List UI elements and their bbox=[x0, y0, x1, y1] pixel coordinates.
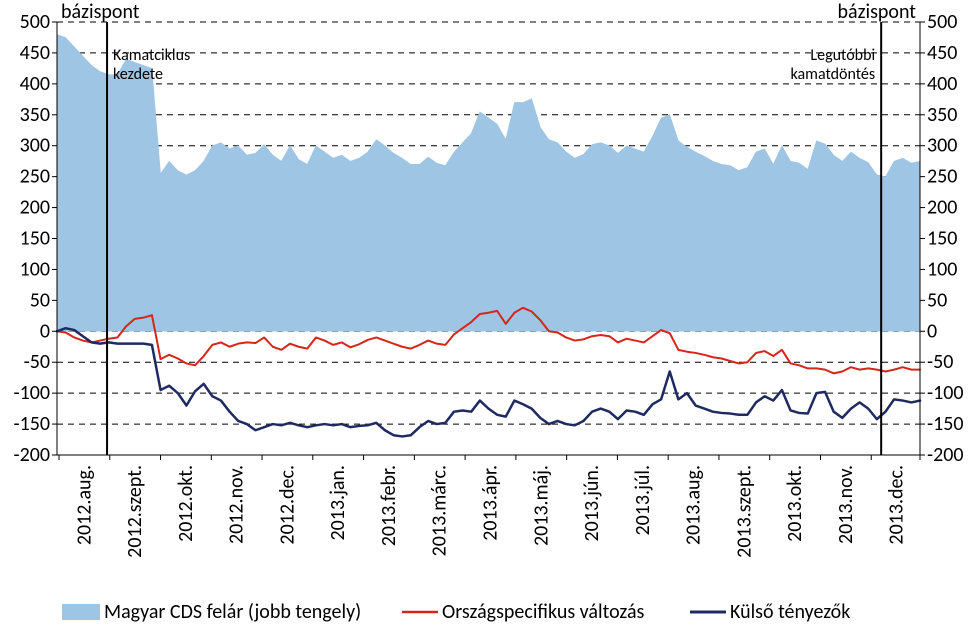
y-right-tick: 350 bbox=[927, 103, 957, 127]
y-right-tick: 250 bbox=[927, 165, 957, 189]
y-right-tick: 450 bbox=[927, 41, 957, 65]
y-left-tick: -100 bbox=[13, 381, 50, 405]
y-left-tick: 250 bbox=[20, 165, 50, 189]
y-left-tick: 200 bbox=[20, 196, 50, 220]
y-left-axis-label: bázispont bbox=[61, 0, 140, 24]
x-tick-label: 2013.márc. bbox=[428, 465, 452, 556]
y-left-tick: 0 bbox=[40, 319, 50, 343]
annotation-label-start: kezdete bbox=[113, 65, 163, 84]
y-right-tick: 100 bbox=[927, 257, 957, 281]
y-left-tick: 300 bbox=[20, 134, 50, 158]
y-left-tick: -200 bbox=[13, 443, 50, 467]
legend-label-external: Külső tényezők bbox=[730, 600, 850, 624]
x-tick-label: 2013.júl. bbox=[631, 465, 655, 536]
x-tick-label: 2013.nov. bbox=[834, 465, 858, 544]
y-right-tick: 500 bbox=[927, 10, 957, 34]
y-left-tick: 350 bbox=[20, 103, 50, 127]
y-right-tick: -50 bbox=[927, 350, 953, 374]
y-right-tick: 50 bbox=[927, 288, 947, 312]
x-tick-label: 2013.aug. bbox=[682, 465, 706, 545]
annotation-label-start: Kamatciklus bbox=[113, 46, 190, 65]
x-tick-label: 2013.okt. bbox=[783, 465, 807, 542]
annotation-label-last: kamatdöntés bbox=[791, 65, 876, 84]
y-left-tick: -150 bbox=[13, 412, 50, 436]
y-left-tick: 150 bbox=[20, 227, 50, 251]
y-left-tick: 450 bbox=[20, 41, 50, 65]
x-tick-label: 2012.szept. bbox=[123, 465, 147, 558]
annotation-label-last: Legutóbbi bbox=[810, 46, 875, 65]
y-left-tick: 500 bbox=[20, 10, 50, 34]
chart-svg: Kamatcikluskezdete Legutóbbikamatdöntés -2… bbox=[0, 0, 977, 638]
y-right-tick: 300 bbox=[927, 134, 957, 158]
x-tick-label: 2012.aug. bbox=[72, 465, 96, 545]
legend-swatch-cds bbox=[62, 604, 100, 620]
x-tick-label: 2013.szept. bbox=[732, 465, 756, 558]
y-left-tick: 50 bbox=[30, 288, 50, 312]
x-tick-label: 2013.febr. bbox=[377, 465, 401, 546]
x-tick-label: 2012.okt. bbox=[174, 465, 198, 542]
y-right-tick: -150 bbox=[927, 412, 964, 436]
x-tick-label: 2013.jan. bbox=[326, 465, 350, 541]
y-right-tick: -200 bbox=[927, 443, 964, 467]
y-right-axis-label: bázispont bbox=[838, 0, 917, 24]
x-tick-label: 2013.máj. bbox=[529, 465, 553, 546]
y-right-tick: -100 bbox=[927, 381, 964, 405]
x-tick-label: 2013.jún. bbox=[580, 465, 604, 541]
chart-container: Kamatcikluskezdete Legutóbbikamatdöntés -2… bbox=[0, 0, 977, 638]
y-right-tick: 400 bbox=[927, 72, 957, 96]
y-left-tick: -50 bbox=[24, 350, 50, 374]
y-right-tick: 0 bbox=[927, 319, 937, 343]
x-tick-label: 2013.ápr. bbox=[479, 465, 503, 541]
y-right-tick: 150 bbox=[927, 227, 957, 251]
legend-label-cds: Magyar CDS felár (jobb tengely) bbox=[104, 600, 361, 624]
x-tick-label: 2012.nov. bbox=[225, 465, 249, 544]
y-right-tick: 200 bbox=[927, 196, 957, 220]
x-tick-label: 2013.dec. bbox=[885, 465, 909, 545]
series-external-line bbox=[57, 328, 920, 436]
y-left-tick: 400 bbox=[20, 72, 50, 96]
legend-label-country: Országspecifikus változás bbox=[442, 600, 645, 624]
y-left-tick: 100 bbox=[20, 257, 50, 281]
x-tick-label: 2012.dec. bbox=[275, 465, 299, 545]
